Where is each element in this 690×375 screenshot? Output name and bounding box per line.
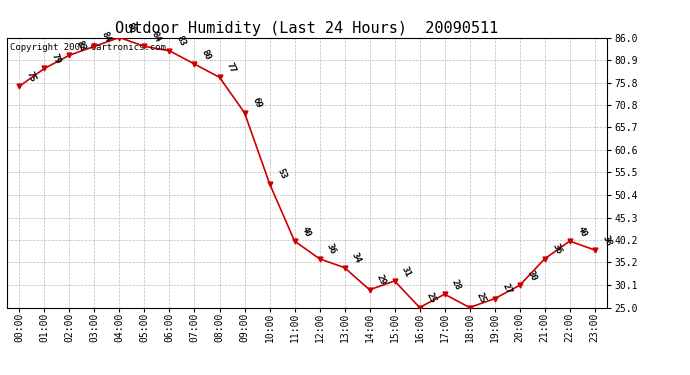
- Text: 84: 84: [150, 30, 163, 44]
- Text: 75: 75: [25, 70, 38, 83]
- Text: 77: 77: [225, 61, 238, 75]
- Text: 86: 86: [125, 21, 138, 35]
- Text: 30: 30: [525, 269, 538, 283]
- Title: Outdoor Humidity (Last 24 Hours)  20090511: Outdoor Humidity (Last 24 Hours) 2009051…: [115, 21, 499, 36]
- Text: 80: 80: [200, 48, 213, 61]
- Text: 36: 36: [550, 243, 563, 256]
- Text: Copyright 2009 Cartronics.com: Copyright 2009 Cartronics.com: [10, 43, 166, 52]
- Text: 82: 82: [75, 39, 88, 53]
- Text: 83: 83: [175, 34, 188, 48]
- Text: 28: 28: [450, 278, 463, 291]
- Text: 38: 38: [600, 234, 613, 247]
- Text: 40: 40: [575, 225, 588, 238]
- Text: 40: 40: [300, 225, 313, 238]
- Text: 25: 25: [425, 291, 438, 305]
- Text: 79: 79: [50, 52, 63, 66]
- Text: 36: 36: [325, 243, 338, 256]
- Text: 29: 29: [375, 273, 388, 287]
- Text: 34: 34: [350, 251, 363, 265]
- Text: 84: 84: [100, 30, 112, 44]
- Text: 25: 25: [475, 291, 488, 305]
- Text: 31: 31: [400, 265, 413, 278]
- Text: 53: 53: [275, 167, 288, 181]
- Text: 27: 27: [500, 282, 513, 296]
- Text: 69: 69: [250, 96, 263, 110]
